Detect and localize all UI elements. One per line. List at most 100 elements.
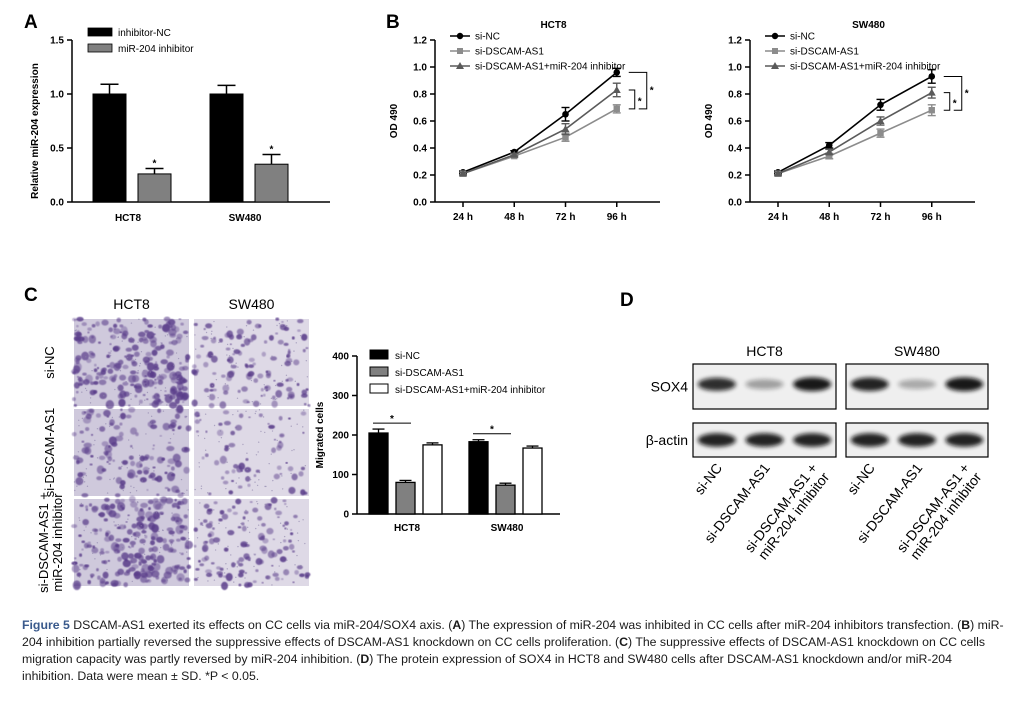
membrane-pore <box>149 542 151 545</box>
membrane-pore <box>114 388 116 391</box>
stained-cell <box>138 562 142 566</box>
membrane-pore <box>105 423 107 425</box>
membrane-pore <box>265 485 267 488</box>
membrane-pore <box>291 449 293 452</box>
stained-cell <box>146 331 155 340</box>
stained-cell <box>229 343 232 346</box>
caption-text: ) The suppressive effects of DSCAM-AS1 k… <box>22 635 986 666</box>
stained-cell <box>164 486 169 490</box>
stained-cell <box>242 399 249 404</box>
membrane-pore <box>235 576 237 579</box>
stained-cell <box>180 518 183 522</box>
stained-cell <box>76 316 84 322</box>
chart-a-y-tick-label: 0.0 <box>50 198 64 209</box>
stained-cell <box>220 476 225 480</box>
stained-cell <box>203 388 210 393</box>
membrane-pore <box>78 425 80 427</box>
membrane-pore <box>194 334 196 336</box>
chart-b-sw480-y-tick-label: 0.4 <box>728 144 742 155</box>
membrane-pore <box>144 534 146 536</box>
stained-cell <box>273 438 277 441</box>
panel-letter-d: D <box>620 290 634 311</box>
stained-cell <box>290 395 293 399</box>
stained-cell <box>135 461 143 469</box>
chart-a-y-label: Relative miR-204 expression <box>30 63 41 199</box>
membrane-pore <box>257 524 260 526</box>
membrane-pore <box>258 409 261 411</box>
chart-b-hct8-point <box>613 105 620 113</box>
membrane-pore <box>254 554 256 556</box>
stained-cell <box>279 472 283 475</box>
chart-b-sw480-point <box>927 88 936 96</box>
membrane-pore <box>73 481 76 483</box>
stained-cell <box>125 521 128 523</box>
stained-cell <box>88 350 94 355</box>
stained-cell <box>240 343 246 347</box>
membrane-pore <box>227 384 229 386</box>
stained-cell <box>153 497 159 503</box>
membrane-pore <box>302 519 304 521</box>
stained-cell <box>93 380 99 385</box>
chart-c-y-tick-label: 200 <box>332 431 349 442</box>
membrane-pore <box>255 454 258 456</box>
membrane-pore <box>254 412 257 415</box>
stained-cell <box>98 528 103 532</box>
membrane-pore <box>94 439 96 442</box>
membrane-pore <box>259 403 262 405</box>
stained-cell <box>151 546 159 553</box>
stained-cell <box>224 470 230 475</box>
membrane-pore <box>186 551 188 553</box>
membrane-pore <box>213 509 215 511</box>
membrane-pore <box>297 539 300 542</box>
stained-cell <box>124 558 128 562</box>
membrane-pore <box>132 456 134 458</box>
micrograph-row-label-line: si-DSCAM-AS1 + <box>36 492 51 593</box>
stained-cell <box>285 462 288 464</box>
stained-cell <box>265 575 269 580</box>
stained-cell <box>297 319 304 324</box>
membrane-pore <box>166 579 168 581</box>
stained-cell <box>275 390 283 398</box>
membrane-pore <box>238 477 240 479</box>
stained-cell <box>155 361 158 364</box>
stained-cell <box>259 545 267 552</box>
stained-cell <box>223 547 229 552</box>
membrane-pore <box>207 395 209 398</box>
chart-b-sw480-point <box>774 169 782 177</box>
stained-cell <box>146 398 149 400</box>
stained-cell <box>206 509 213 515</box>
stained-cell <box>77 330 80 332</box>
membrane-pore <box>153 470 155 472</box>
stained-cell <box>82 519 89 526</box>
membrane-pore <box>130 336 132 339</box>
chart-b-sw480-bracket-inner <box>943 92 951 111</box>
stained-cell <box>153 392 160 400</box>
membrane-pore <box>177 357 180 360</box>
stained-cell <box>287 350 291 355</box>
stained-cell <box>146 379 155 387</box>
stained-cell <box>152 447 155 450</box>
stained-cell <box>272 572 279 577</box>
stained-cell <box>279 433 285 438</box>
stained-cell <box>103 409 111 417</box>
caption-text: ) The protein expression of SOX4 in HCT8… <box>22 652 952 683</box>
chart-b-hct8-point <box>562 134 569 141</box>
chart-c-legend-swatch <box>369 366 389 377</box>
stained-cell <box>278 415 283 421</box>
stained-cell <box>263 340 268 344</box>
stained-cell <box>227 508 232 513</box>
chart-b-hct8-y-label: OD 490 <box>389 103 400 138</box>
membrane-pore <box>230 364 233 366</box>
stained-cell <box>74 557 77 560</box>
stained-cell <box>161 401 164 403</box>
chart-b-sw480-point <box>877 129 884 137</box>
stained-cell <box>252 400 260 407</box>
chart-b-hct8-y-tick-label: 0.0 <box>413 198 427 209</box>
stained-cell <box>93 363 97 367</box>
membrane-pore <box>233 349 236 351</box>
stained-cell <box>219 401 227 409</box>
stained-cell <box>274 576 280 581</box>
stained-cell <box>139 538 146 544</box>
membrane-pore <box>127 518 129 520</box>
membrane-pore <box>187 532 190 534</box>
